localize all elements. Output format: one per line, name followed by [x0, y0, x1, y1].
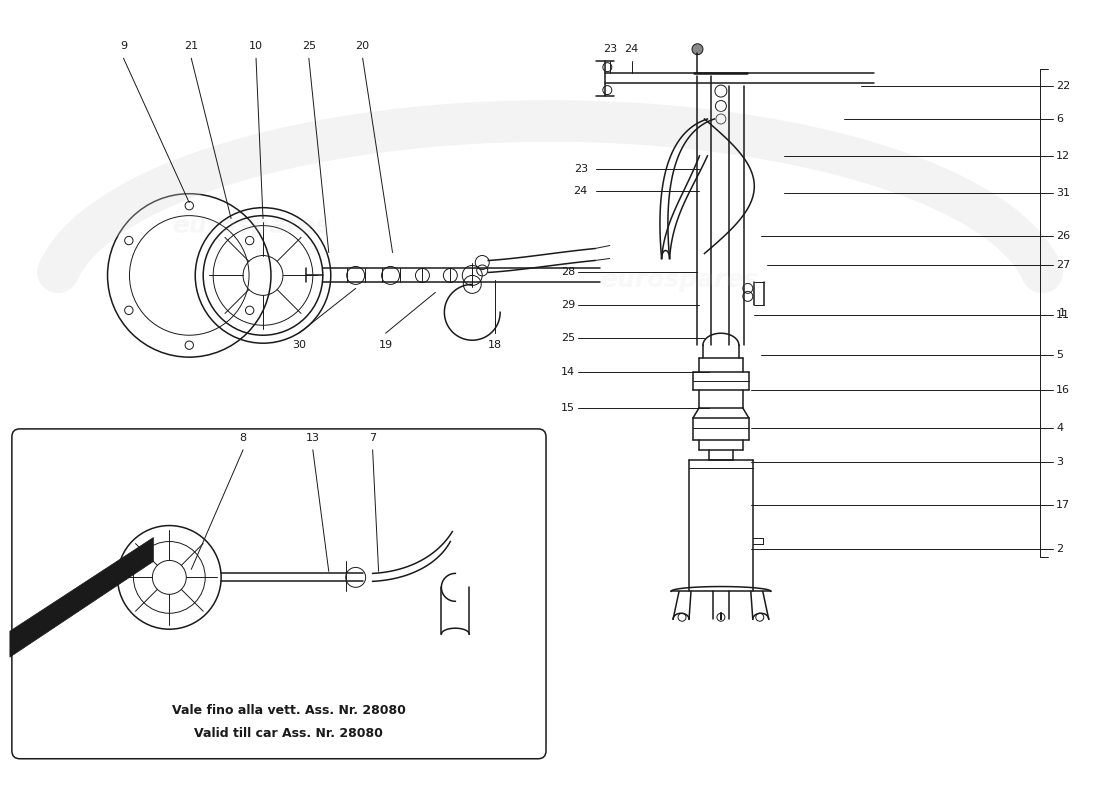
Text: 25: 25 — [561, 334, 575, 343]
Text: eurospares: eurospares — [601, 269, 759, 293]
Circle shape — [692, 44, 703, 54]
Text: 12: 12 — [1056, 151, 1070, 161]
Text: 20: 20 — [355, 42, 370, 51]
Text: 30: 30 — [292, 340, 306, 350]
Text: 24: 24 — [625, 44, 639, 54]
Text: 6: 6 — [1056, 114, 1064, 124]
Text: 15: 15 — [561, 403, 575, 413]
Text: 16: 16 — [1056, 385, 1070, 395]
Text: 7: 7 — [370, 433, 376, 443]
Text: 18: 18 — [488, 340, 503, 350]
Text: 4: 4 — [1056, 423, 1064, 433]
Text: 13: 13 — [306, 433, 320, 443]
Text: Valid till car Ass. Nr. 28080: Valid till car Ass. Nr. 28080 — [195, 727, 383, 740]
Text: 25: 25 — [301, 42, 316, 51]
Text: 19: 19 — [378, 340, 393, 350]
Polygon shape — [10, 538, 153, 657]
Text: 11: 11 — [1056, 310, 1070, 320]
Text: 1: 1 — [1058, 308, 1066, 318]
Text: 14: 14 — [561, 367, 575, 377]
Text: 10: 10 — [249, 42, 263, 51]
Text: 29: 29 — [561, 300, 575, 310]
Text: 27: 27 — [1056, 261, 1070, 270]
Text: 5: 5 — [1056, 350, 1064, 360]
Text: 23: 23 — [603, 44, 617, 54]
Text: 23: 23 — [574, 164, 587, 174]
FancyBboxPatch shape — [12, 429, 546, 758]
Text: 24: 24 — [573, 186, 587, 196]
Text: 2: 2 — [1056, 545, 1064, 554]
Text: 26: 26 — [1056, 230, 1070, 241]
Text: Vale fino alla vett. Ass. Nr. 28080: Vale fino alla vett. Ass. Nr. 28080 — [172, 705, 406, 718]
Text: 3: 3 — [1056, 457, 1064, 466]
Text: 8: 8 — [240, 433, 246, 443]
Text: 17: 17 — [1056, 500, 1070, 510]
Text: 22: 22 — [1056, 81, 1070, 91]
Text: 9: 9 — [120, 42, 127, 51]
Text: 31: 31 — [1056, 188, 1070, 198]
Text: 21: 21 — [184, 42, 198, 51]
Text: 28: 28 — [561, 267, 575, 278]
Text: eurospares: eurospares — [172, 214, 330, 238]
